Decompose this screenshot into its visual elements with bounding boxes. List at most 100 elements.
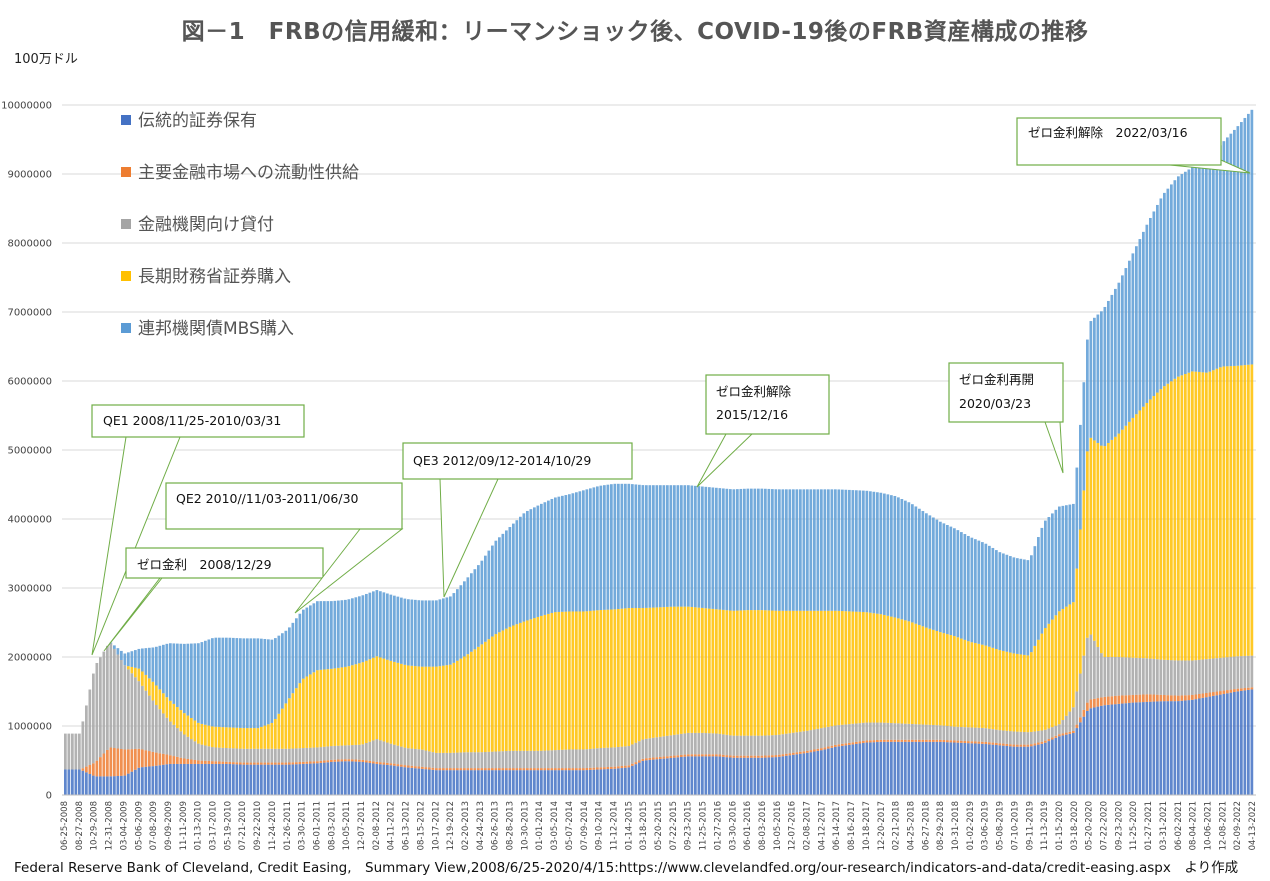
bar-segment-lending xyxy=(578,749,582,769)
bar-segment-traditional xyxy=(627,767,631,795)
bar-segment-treasury xyxy=(725,610,729,735)
bar-segment-traditional xyxy=(557,770,561,795)
bar-segment-traditional xyxy=(501,770,505,795)
bar-segment-treasury xyxy=(277,713,281,749)
bar-segment-mbs xyxy=(183,643,186,714)
bar-segment-mbs xyxy=(344,599,347,667)
bar-segment-traditional xyxy=(459,770,463,795)
bar-segment-mbs xyxy=(697,486,701,608)
bar-segment-traditional xyxy=(862,742,865,795)
x-tick-label: 01-13-2010 xyxy=(194,801,204,850)
bar-segment-lending xyxy=(421,749,424,767)
bar-segment-traditional xyxy=(186,763,190,795)
bar-segment-lending xyxy=(893,723,897,740)
bar-segment-lending xyxy=(911,724,914,740)
bar-segment-lending xyxy=(732,735,736,756)
legend-item-traditional: 伝統的証券保有 xyxy=(138,111,257,131)
bar-segment-mbs xyxy=(764,488,767,611)
bar-segment-mbs xyxy=(760,488,764,611)
bar-segment-liquidity xyxy=(1093,698,1096,708)
bar-segment-treasury xyxy=(228,727,232,749)
bar-segment-treasury xyxy=(631,608,634,745)
bar-segment-treasury xyxy=(925,627,928,725)
bar-segment-mbs xyxy=(494,540,498,635)
bar-segment-mbs xyxy=(190,643,193,719)
bar-segment-lending xyxy=(715,733,718,755)
bar-segment-liquidity xyxy=(340,759,344,762)
bar-segment-lending xyxy=(1152,658,1156,695)
bar-segment-traditional xyxy=(533,770,536,795)
bar-segment-mbs xyxy=(529,509,533,620)
bar-segment-mbs xyxy=(596,486,599,611)
bar-segment-liquidity xyxy=(1222,690,1226,694)
x-tick-label: 06-13-2012 xyxy=(402,801,412,850)
bar-segment-liquidity xyxy=(389,763,393,766)
bar-segment-traditional xyxy=(113,776,116,795)
bar-segment-treasury xyxy=(274,719,277,749)
bar-segment-treasury xyxy=(568,611,571,750)
bar-segment-traditional xyxy=(421,768,424,795)
callout-box xyxy=(1016,117,1222,166)
bar-segment-traditional xyxy=(589,769,592,795)
bar-segment-lending xyxy=(186,736,190,759)
bar-segment-treasury xyxy=(778,610,781,735)
bar-segment-traditional xyxy=(666,758,669,795)
bar-segment-treasury xyxy=(533,618,536,751)
bar-segment-traditional xyxy=(995,745,998,795)
bar-segment-liquidity xyxy=(659,756,662,759)
bar-segment-lending xyxy=(1159,659,1163,695)
legend-item-mbs: 連邦機関債MBS購入 xyxy=(138,319,294,339)
bar-segment-mbs xyxy=(984,543,988,646)
bar-segment-liquidity xyxy=(841,743,844,746)
bar-segment-liquidity xyxy=(550,768,554,771)
bar-segment-treasury xyxy=(1201,372,1205,660)
bar-segment-liquidity xyxy=(1156,694,1159,702)
bar-segment-liquidity xyxy=(718,754,722,757)
x-tick-label: 07-09-2014 xyxy=(580,801,590,850)
bar-segment-traditional xyxy=(974,743,977,795)
bar-segment-liquidity xyxy=(445,768,449,771)
bar-segment-lending xyxy=(680,733,683,755)
bar-segment-liquidity xyxy=(515,768,519,771)
bar-segment-traditional xyxy=(659,758,662,795)
x-tick-label: 07-10-2019 xyxy=(1010,801,1020,850)
bar-segment-mbs xyxy=(1180,174,1184,376)
bar-segment-traditional xyxy=(641,760,645,795)
bar-segment-traditional xyxy=(403,767,407,795)
bar-segment-liquidity xyxy=(1145,694,1149,702)
bar-segment-mbs xyxy=(487,550,491,640)
bar-segment-lending xyxy=(295,748,298,763)
bar-segment-lending xyxy=(165,717,169,755)
bar-segment-liquidity xyxy=(435,768,438,771)
bar-segment-traditional xyxy=(606,769,610,795)
bar-segment-liquidity xyxy=(498,768,501,771)
bar-segment-traditional xyxy=(382,764,386,795)
bar-segment-liquidity xyxy=(673,755,676,758)
bar-segment-liquidity xyxy=(897,739,900,742)
bar-segment-lending xyxy=(603,747,606,768)
bar-segment-traditional xyxy=(1243,690,1247,795)
bar-segment-mbs xyxy=(652,485,655,608)
bar-segment-mbs xyxy=(718,488,722,610)
bar-segment-liquidity xyxy=(837,744,841,747)
bar-segment-treasury xyxy=(830,610,834,727)
bar-segment-lending xyxy=(718,733,722,755)
bar-segment-lending xyxy=(991,729,995,743)
bar-segment-lending xyxy=(1086,637,1089,703)
bar-segment-lending xyxy=(407,748,410,766)
bar-segment-treasury xyxy=(998,650,1002,731)
bar-segment-liquidity xyxy=(683,754,687,757)
bar-segment-traditional xyxy=(393,765,396,795)
bar-segment-lending xyxy=(1047,728,1051,740)
bar-segment-treasury xyxy=(480,644,484,753)
bar-segment-lending xyxy=(127,669,130,750)
bar-segment-traditional xyxy=(1030,746,1033,795)
bar-segment-lending xyxy=(533,750,536,769)
bar-segment-lending xyxy=(270,748,274,763)
bar-segment-treasury xyxy=(508,626,512,751)
bar-segment-treasury xyxy=(351,665,354,746)
bar-segment-traditional xyxy=(1170,701,1173,795)
bar-segment-traditional xyxy=(1107,704,1110,795)
bar-segment-lending xyxy=(64,733,67,770)
callout-pointer xyxy=(1044,421,1064,474)
